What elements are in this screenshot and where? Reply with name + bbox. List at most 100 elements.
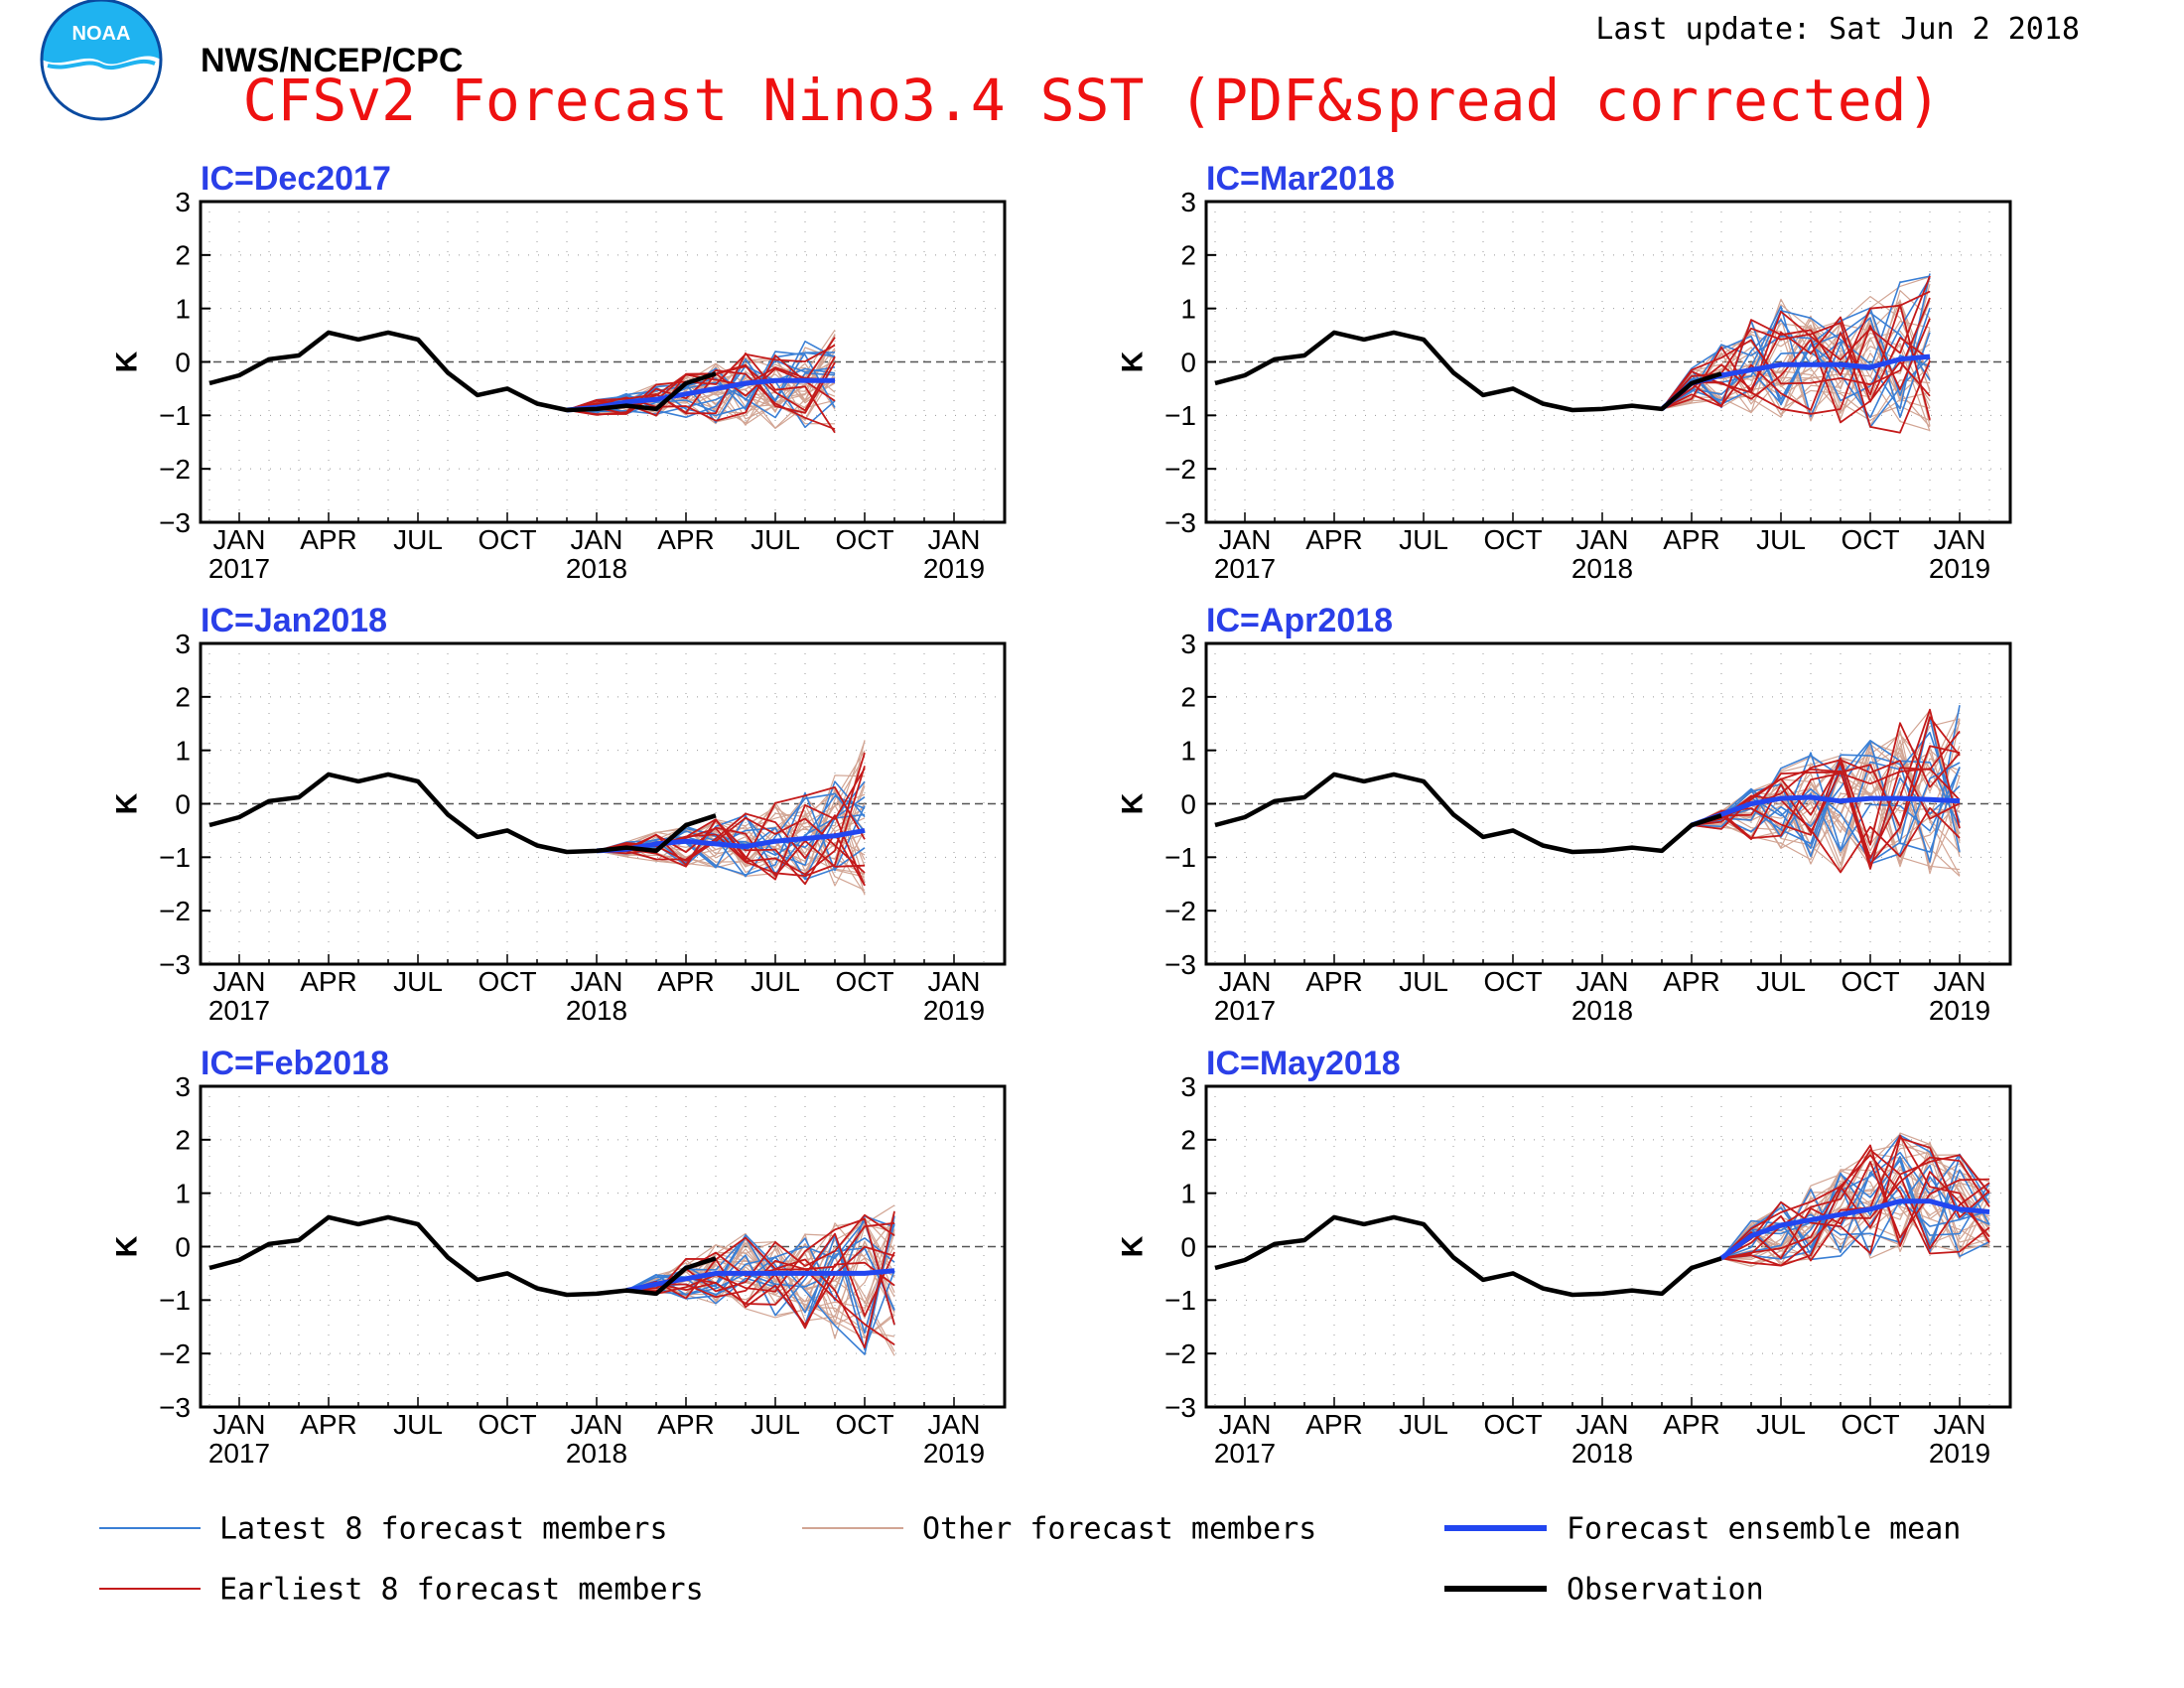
x-year-label: 2017 bbox=[1214, 995, 1276, 1026]
x-tick-label: APR bbox=[657, 966, 715, 997]
y-tick-label: −3 bbox=[1164, 507, 1196, 538]
x-tick-label: OCT bbox=[1841, 966, 1899, 997]
panel-ic-label: IC=Mar2018 bbox=[1206, 160, 1395, 198]
x-year-label: 2019 bbox=[923, 995, 985, 1026]
forecast-members bbox=[1691, 705, 1961, 877]
y-tick-label: −2 bbox=[1164, 1338, 1196, 1369]
x-tick-label: OCT bbox=[835, 1409, 893, 1440]
x-tick-label: APR bbox=[300, 966, 357, 997]
y-tick-label: 3 bbox=[1180, 629, 1196, 659]
x-tick-label: JUL bbox=[1756, 966, 1806, 997]
x-tick-label: JAN bbox=[1219, 524, 1272, 555]
earliest-member-line bbox=[1661, 322, 1931, 434]
earliest-member-line bbox=[566, 352, 836, 434]
earliest-member-line bbox=[1720, 1149, 1990, 1260]
y-tick-label: −3 bbox=[1164, 1392, 1196, 1423]
y-tick-label: 3 bbox=[1180, 187, 1196, 217]
x-tick-label: OCT bbox=[1483, 966, 1542, 997]
x-year-label: 2019 bbox=[1929, 995, 1990, 1026]
x-year-label: 2018 bbox=[1571, 995, 1633, 1026]
x-tick-label: JUL bbox=[393, 524, 443, 555]
y-tick-label: −2 bbox=[1164, 454, 1196, 485]
ensemble-mean-line bbox=[1691, 794, 1961, 828]
x-year-label: 2017 bbox=[208, 1438, 270, 1469]
x-tick-label: JAN bbox=[1576, 966, 1629, 997]
x-tick-label: OCT bbox=[1841, 1409, 1899, 1440]
y-tick-label: 1 bbox=[175, 735, 191, 766]
earliest-member-line bbox=[596, 819, 866, 887]
observation-line bbox=[208, 772, 717, 855]
y-tick-label: 3 bbox=[175, 629, 191, 659]
y-tick-label: −2 bbox=[159, 1338, 191, 1369]
other-member-line bbox=[625, 1244, 895, 1319]
x-tick-label: APR bbox=[300, 1409, 357, 1440]
y-tick-label: 2 bbox=[175, 240, 191, 271]
x-tick-label: JUL bbox=[1399, 966, 1448, 997]
y-tick-label: 2 bbox=[1180, 240, 1196, 271]
noaa-logo: NOAA bbox=[40, 0, 163, 121]
y-tick-label: 1 bbox=[1180, 293, 1196, 324]
x-tick-label: JAN bbox=[571, 966, 623, 997]
x-year-label: 2017 bbox=[208, 553, 270, 584]
x-year-label: 2018 bbox=[1571, 1438, 1633, 1469]
panel-ic-label: IC=May2018 bbox=[1206, 1045, 1401, 1082]
y-tick-label: 1 bbox=[1180, 1178, 1196, 1208]
panel-ic-label: IC=Apr2018 bbox=[1206, 602, 1393, 639]
y-tick-label: −2 bbox=[159, 454, 191, 485]
x-tick-label: JAN bbox=[213, 966, 266, 997]
x-tick-label: JUL bbox=[393, 966, 443, 997]
x-tick-label: JUL bbox=[1399, 1409, 1448, 1440]
earliest-member-line bbox=[596, 826, 866, 877]
x-tick-label: APR bbox=[1305, 966, 1363, 997]
x-year-label: 2018 bbox=[566, 1438, 627, 1469]
y-tick-label: −2 bbox=[1164, 896, 1196, 926]
y-tick-label: 1 bbox=[1180, 735, 1196, 766]
x-year-label: 2018 bbox=[566, 553, 627, 584]
legend: Latest 8 forecast members Other forecast… bbox=[99, 1512, 1961, 1608]
latest-member-line bbox=[625, 1222, 895, 1335]
x-tick-label: JAN bbox=[928, 524, 981, 555]
x-tick-label: APR bbox=[657, 1409, 715, 1440]
y-axis-label: K bbox=[1117, 1235, 1150, 1257]
y-tick-label: −1 bbox=[159, 842, 191, 873]
y-tick-label: −3 bbox=[159, 1392, 191, 1423]
y-tick-label: 2 bbox=[1180, 682, 1196, 713]
x-year-label: 2018 bbox=[1571, 553, 1633, 584]
y-axis-label: K bbox=[111, 792, 144, 814]
y-tick-label: −1 bbox=[159, 1285, 191, 1316]
y-tick-label: 1 bbox=[175, 293, 191, 324]
x-tick-label: OCT bbox=[478, 1409, 536, 1440]
x-tick-label: JAN bbox=[1219, 1409, 1272, 1440]
earliest-member-line bbox=[1661, 275, 1931, 410]
panel-6: IC=May2018 3 2 1 0 −1 −2 −3 K JAN APR JUL OCT JAN APR J… bbox=[1117, 1045, 2012, 1469]
x-year-label: 2017 bbox=[1214, 1438, 1276, 1469]
earliest-member-line bbox=[625, 1217, 895, 1326]
x-year-label: 2017 bbox=[1214, 553, 1276, 584]
x-tick-label: JAN bbox=[928, 966, 981, 997]
x-tick-label: JAN bbox=[213, 1409, 266, 1440]
panel-3: IC=Jan2018 3 2 1 0 −1 −2 −3 K JAN APR JUL OCT JAN APR J… bbox=[111, 602, 1007, 1026]
y-tick-label: 0 bbox=[175, 1231, 191, 1262]
legend-label-observation: Observation bbox=[1567, 1573, 1764, 1608]
x-tick-label: JUL bbox=[1756, 1409, 1806, 1440]
y-tick-label: −3 bbox=[159, 507, 191, 538]
panel-5: IC=Feb2018 3 2 1 0 −1 −2 −3 K JAN APR JUL OCT JAN APR J… bbox=[111, 1045, 1007, 1469]
x-tick-label: OCT bbox=[1483, 1409, 1542, 1440]
latest-member-line bbox=[1661, 305, 1931, 418]
x-tick-label: JAN bbox=[1576, 524, 1629, 555]
y-tick-label: 0 bbox=[175, 788, 191, 819]
latest-member-line bbox=[1720, 1185, 1990, 1260]
earliest-member-line bbox=[1691, 716, 1961, 866]
y-tick-label: 0 bbox=[1180, 347, 1196, 377]
x-year-label: 2019 bbox=[1929, 553, 1990, 584]
x-year-label: 2019 bbox=[923, 553, 985, 584]
x-tick-label: OCT bbox=[478, 524, 536, 555]
x-tick-label: JAN bbox=[571, 1409, 623, 1440]
x-tick-label: JUL bbox=[751, 966, 800, 997]
x-tick-label: APR bbox=[300, 524, 357, 555]
panel-4: IC=Apr2018 3 2 1 0 −1 −2 −3 K JAN APR JUL OCT JAN APR J… bbox=[1117, 602, 2012, 1026]
x-tick-label: JAN bbox=[928, 1409, 981, 1440]
forecast-members bbox=[1661, 273, 1931, 434]
panel-2: IC=Mar2018 3 2 1 0 −1 −2 −3 K JAN APR JUL OCT JAN APR J… bbox=[1117, 160, 2012, 584]
x-tick-label: APR bbox=[1663, 1409, 1720, 1440]
